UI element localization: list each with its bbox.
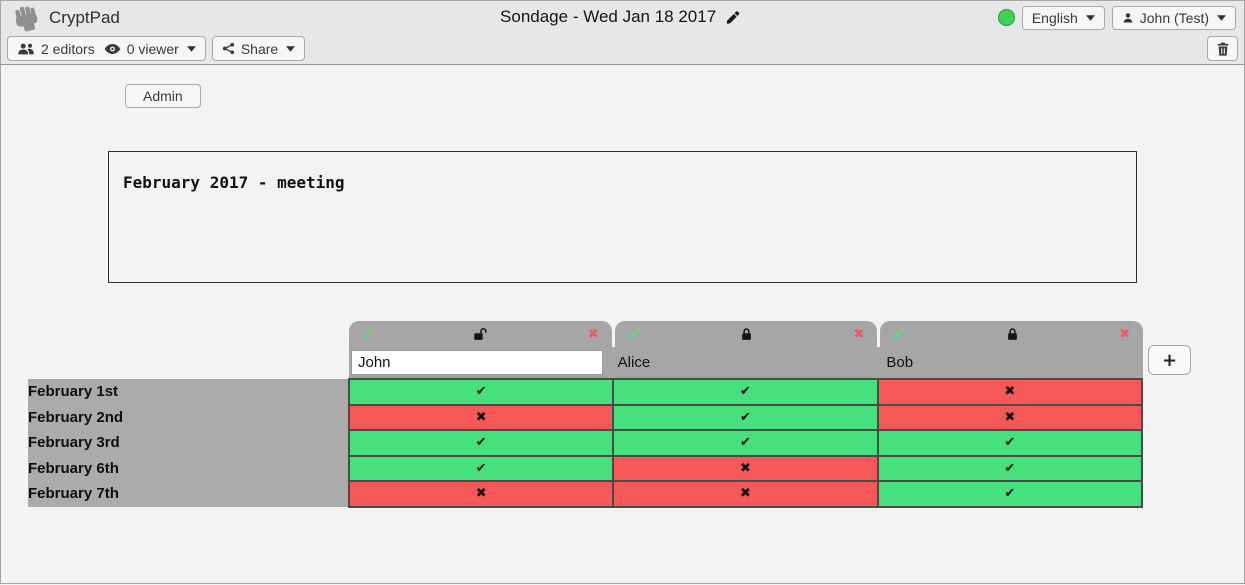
- row-label: February 7th: [28, 481, 349, 507]
- vote-cell-no[interactable]: ✖: [876, 378, 1144, 406]
- cryptpad-logo-icon: [13, 3, 40, 32]
- edit-title-icon[interactable]: [725, 10, 740, 25]
- toolbar: 2 editors 0 viewer Share: [1, 34, 1244, 65]
- vote-cell-yes[interactable]: ✔: [876, 454, 1144, 482]
- titlebar-right: English John (Test): [997, 5, 1236, 30]
- vote-cell-yes[interactable]: ✔: [612, 403, 879, 431]
- poll-row: February 1st ✔ ✔ ✖: [28, 378, 1144, 406]
- lock-icon[interactable]: [739, 327, 754, 342]
- chevron-down-icon: [187, 46, 196, 52]
- share-dropdown[interactable]: Share: [211, 36, 306, 61]
- vote-cell-no[interactable]: ✖: [876, 403, 1144, 431]
- column-name-label: Bob: [886, 354, 914, 371]
- vote-cell-yes[interactable]: ✔: [876, 429, 1144, 457]
- delete-poll-button[interactable]: [1207, 36, 1238, 61]
- row-label: February 2nd: [28, 404, 349, 430]
- poll-app-content: Admin February 2017 - meeting ✖✖✖ AliceB…: [1, 65, 1244, 585]
- vote-cell-yes[interactable]: ✔: [612, 378, 879, 406]
- column-tab: ✖: [614, 321, 878, 347]
- unlock-icon[interactable]: [473, 327, 488, 342]
- vote-cell-no[interactable]: ✖: [347, 403, 615, 431]
- poll-row: February 6th ✔ ✖ ✔: [28, 454, 1144, 482]
- trash-icon: [1215, 41, 1231, 57]
- poll-description-textarea[interactable]: February 2017 - meeting: [108, 151, 1137, 283]
- toolbar-left: 2 editors 0 viewer Share: [7, 36, 306, 61]
- chevron-down-icon: [286, 46, 295, 52]
- row-label: February 3rd: [28, 430, 349, 456]
- add-column-button[interactable]: +: [1148, 345, 1191, 375]
- connection-status-icon: [997, 9, 1015, 26]
- admin-button[interactable]: Admin: [125, 84, 201, 108]
- chevron-down-icon: [1217, 15, 1226, 21]
- vote-cell-no[interactable]: ✖: [612, 454, 879, 482]
- user-icon: [1122, 12, 1134, 24]
- poll-row: February 2nd ✖ ✔ ✖: [28, 403, 1144, 431]
- share-label: Share: [240, 40, 279, 57]
- vote-cell-no[interactable]: ✖: [612, 480, 879, 508]
- vote-cell-yes[interactable]: ✔: [612, 429, 879, 457]
- app-name: CryptPad: [49, 7, 120, 27]
- poll-row: February 7th ✖ ✖ ✔: [28, 480, 1144, 508]
- poll-tabs-row: ✖ ✖ ✖: [349, 321, 1144, 347]
- document-title: Sondage - Wed Jan 18 2017: [500, 7, 717, 26]
- user-menu-dropdown[interactable]: John (Test): [1111, 5, 1236, 30]
- editors-viewers-dropdown[interactable]: 2 editors 0 viewer: [7, 36, 206, 61]
- app-branding: CryptPad: [9, 3, 120, 32]
- column-tab: ✖: [880, 321, 1144, 347]
- column-name-input[interactable]: [351, 350, 603, 375]
- vote-cell-yes[interactable]: ✔: [347, 454, 615, 482]
- poll-body: February 1st ✔ ✔ ✖ February 2nd ✖ ✔ ✖ February 3…: [28, 378, 1144, 508]
- row-label: February 6th: [28, 455, 349, 481]
- vote-cell-yes[interactable]: ✔: [347, 378, 615, 406]
- header: CryptPad Sondage - Wed Jan 18 2017 Engli…: [1, 1, 1244, 65]
- column-tab: ✖: [349, 321, 612, 347]
- language-dropdown[interactable]: English: [1021, 5, 1105, 30]
- chevron-down-icon: [1086, 15, 1095, 21]
- users-icon: [17, 42, 35, 55]
- share-icon: [222, 42, 235, 55]
- language-dropdown-label: English: [1031, 9, 1078, 26]
- document-title-area: Sondage - Wed Jan 18 2017: [500, 7, 740, 27]
- edit-column-icon[interactable]: [893, 328, 905, 340]
- viewer-count-label: 0 viewer: [126, 40, 179, 57]
- edit-column-icon[interactable]: [628, 328, 640, 340]
- edit-column-icon[interactable]: [362, 328, 374, 340]
- row-label: February 1st: [28, 379, 349, 405]
- remove-column-icon[interactable]: ✖: [1119, 326, 1130, 342]
- vote-cell-yes[interactable]: ✔: [347, 429, 615, 457]
- eye-icon: [104, 43, 121, 55]
- user-menu-label: John (Test): [1139, 9, 1209, 26]
- titlebar: CryptPad Sondage - Wed Jan 18 2017 Engli…: [1, 1, 1244, 34]
- remove-column-icon[interactable]: ✖: [853, 326, 865, 342]
- editors-count-label: 2 editors: [41, 40, 95, 57]
- column-name-cell: [349, 347, 606, 378]
- poll-row: February 3rd ✔ ✔ ✔: [28, 429, 1144, 457]
- remove-column-icon[interactable]: ✖: [587, 326, 599, 342]
- vote-cell-yes[interactable]: ✔: [876, 480, 1144, 508]
- column-name-label: Alice: [617, 354, 651, 371]
- lock-icon[interactable]: [1005, 327, 1020, 342]
- votes-table: February 1st ✔ ✔ ✖ February 2nd ✖ ✔ ✖ February 3…: [28, 378, 1144, 508]
- vote-cell-no[interactable]: ✖: [347, 480, 615, 508]
- poll-names-row: Alice Bob: [349, 347, 1143, 378]
